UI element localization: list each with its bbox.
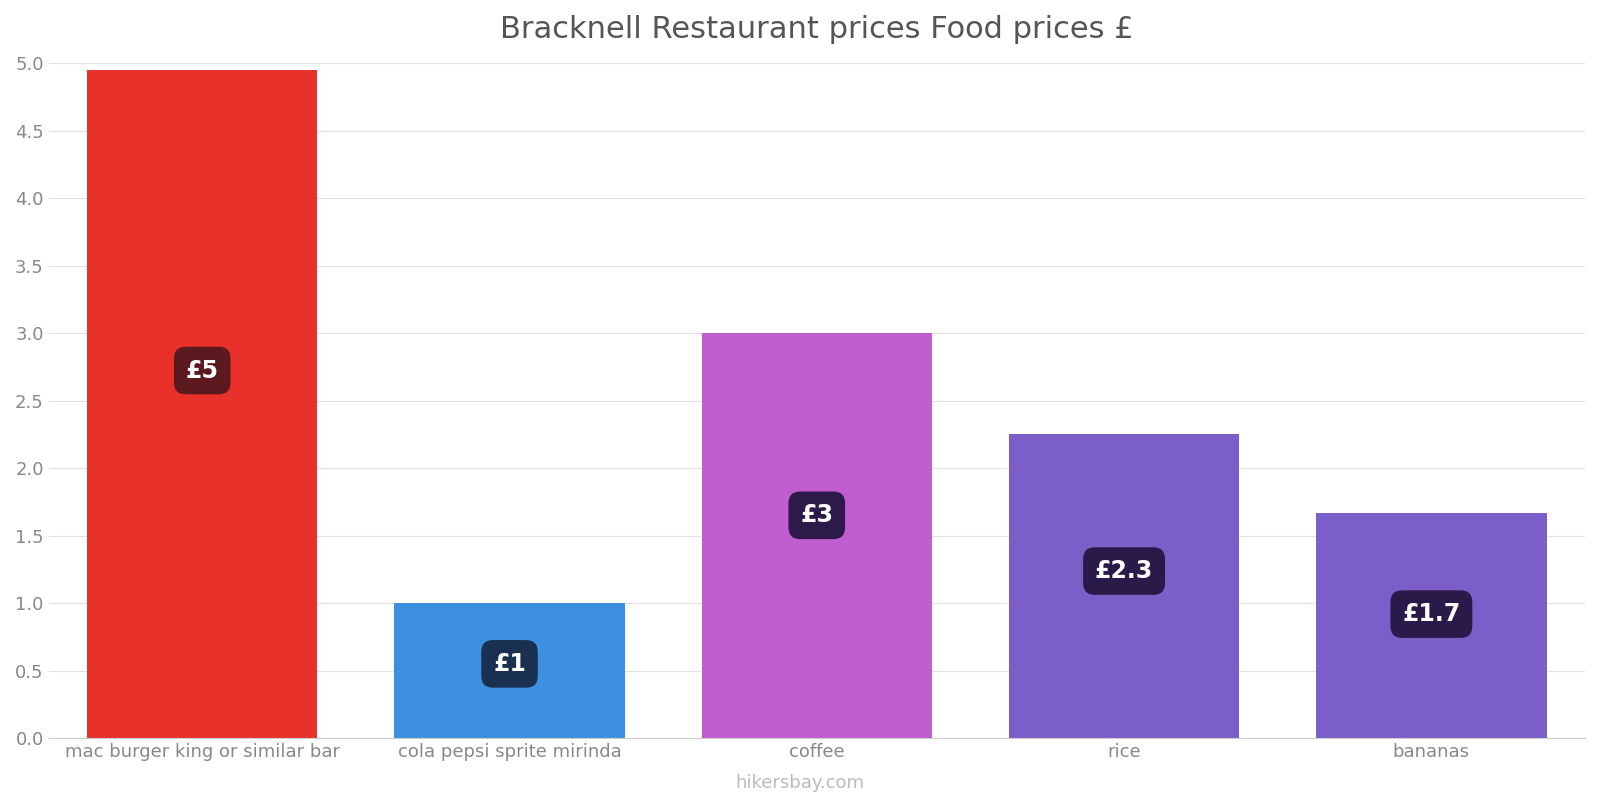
Bar (1317, 513, 1547, 738)
Bar (701, 333, 933, 738)
Text: £3: £3 (800, 503, 834, 527)
Text: hikersbay.com: hikersbay.com (736, 774, 864, 792)
Bar (394, 603, 624, 738)
Bar (86, 70, 317, 738)
Bar (1010, 434, 1240, 738)
Text: £5: £5 (186, 358, 219, 382)
Text: £1.7: £1.7 (1402, 602, 1461, 626)
Text: £2.3: £2.3 (1094, 559, 1154, 583)
Text: £1: £1 (493, 652, 526, 676)
Title: Bracknell Restaurant prices Food prices £: Bracknell Restaurant prices Food prices … (499, 15, 1134, 44)
